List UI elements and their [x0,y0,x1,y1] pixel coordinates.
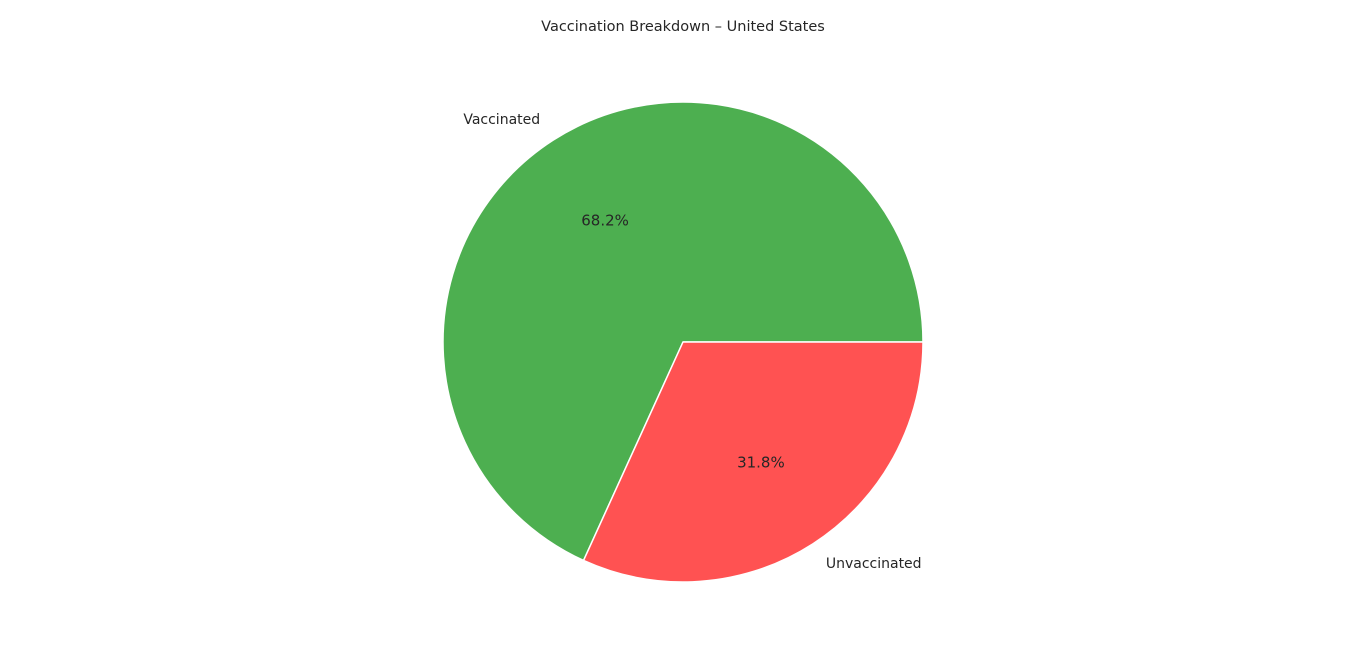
pie-slice-vaccinated [442,101,924,562]
percent-label-unvaccinated: 31.8% [737,454,785,472]
slice-label-vaccinated: Vaccinated [463,112,540,128]
percent-label-vaccinated: 68.2% [581,211,629,229]
slice-label-unvaccinated: Unvaccinated [826,556,922,572]
chart-title: Vaccination Breakdown – United States [541,19,825,35]
pie-slice-unvaccinated [582,341,924,583]
